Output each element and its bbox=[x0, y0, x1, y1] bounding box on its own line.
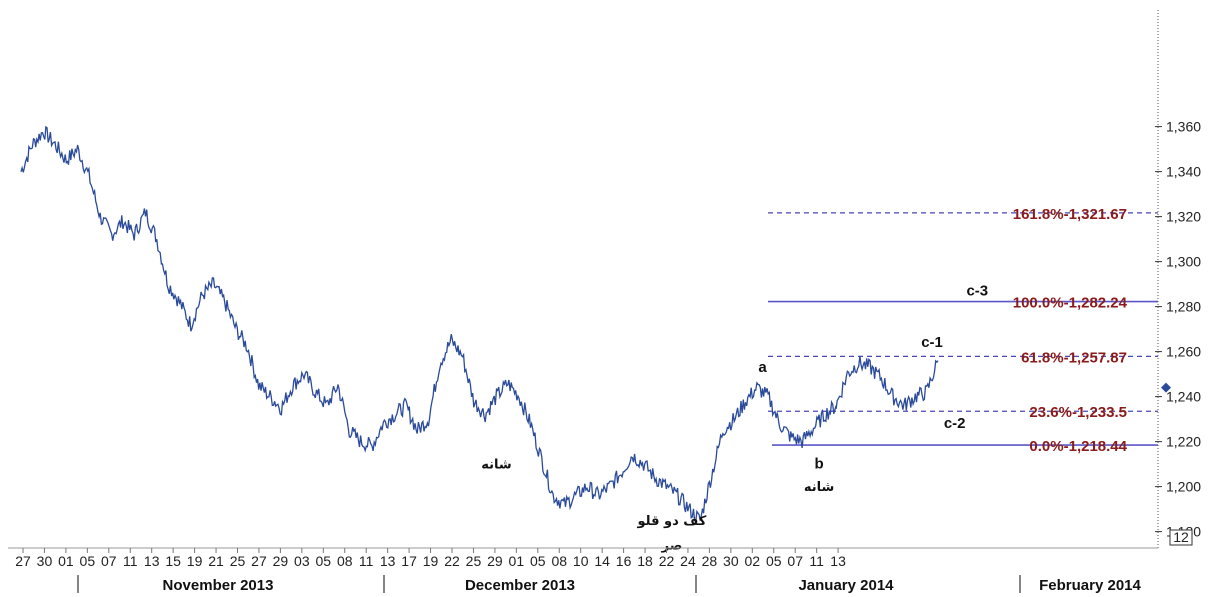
x-tick-label: 07 bbox=[787, 553, 803, 569]
x-tick-label: 28 bbox=[702, 553, 718, 569]
x-tick-label: 27 bbox=[15, 553, 31, 569]
y-tick-label: 1,260 bbox=[1166, 344, 1201, 360]
x-tick-label: 25 bbox=[466, 553, 482, 569]
pattern-note: صر bbox=[661, 539, 683, 554]
x-tick-label: 05 bbox=[530, 553, 546, 569]
pattern-annotations: شانه شانه کف دو قلو صر bbox=[481, 458, 834, 554]
x-tick-label: 08 bbox=[551, 553, 567, 569]
x-tick-label: 19 bbox=[423, 553, 439, 569]
x-tick-label: 29 bbox=[273, 553, 289, 569]
month-label: November 2013 bbox=[163, 577, 274, 594]
fib-label: 161.8%-1,321.67 bbox=[1013, 206, 1127, 223]
fib-label: 61.8%-1,257.87 bbox=[1021, 349, 1127, 366]
x-tick-label: 22 bbox=[444, 553, 460, 569]
y-axis-ticks: 1,1801,2001,2201,2401,2601,2801,3001,320… bbox=[1155, 119, 1201, 540]
pattern-note: کف دو قلو bbox=[637, 514, 707, 529]
y-tick-label: 1,300 bbox=[1166, 254, 1201, 270]
wave-label: b bbox=[815, 456, 824, 473]
x-tick-label: 11 bbox=[123, 553, 138, 569]
month-labels: November 2013 December 2013 January 2014 Fe… bbox=[77, 575, 1142, 594]
x-tick-label: 05 bbox=[766, 553, 782, 569]
pattern-note: شانه bbox=[481, 458, 511, 473]
x-tick-label: 15 bbox=[165, 553, 181, 569]
x-tick-label: 27 bbox=[251, 553, 267, 569]
x-tick-label: 29 bbox=[487, 553, 503, 569]
wave-label: c-3 bbox=[966, 282, 988, 299]
wave-label: c-2 bbox=[944, 415, 966, 432]
x-tick-label: 01 bbox=[58, 553, 74, 569]
x-tick-label: 13 bbox=[144, 553, 160, 569]
x-tick-label: 13 bbox=[380, 553, 396, 569]
x-tick-label: 13 bbox=[830, 553, 846, 569]
x-tick-label: 11 bbox=[359, 553, 374, 569]
x-tick-label: 22 bbox=[659, 553, 675, 569]
y-tick-label: 1,240 bbox=[1166, 389, 1201, 405]
x-tick-label: 08 bbox=[337, 553, 353, 569]
x-tick-label: 24 bbox=[680, 553, 696, 569]
x-tick-label: 16 bbox=[616, 553, 632, 569]
month-label: February 2014 bbox=[1039, 577, 1141, 594]
x-tick-label: 07 bbox=[101, 553, 117, 569]
x-tick-label: 10 bbox=[573, 553, 589, 569]
y-tick-label: 1,220 bbox=[1166, 434, 1201, 450]
wave-label: c-1 bbox=[921, 334, 943, 351]
axis-settings-box[interactable] bbox=[1169, 529, 1193, 546]
x-tick-label: 30 bbox=[723, 553, 739, 569]
price-series bbox=[20, 125, 939, 524]
x-tick-label: 17 bbox=[401, 553, 417, 569]
x-tick-label: 30 bbox=[37, 553, 53, 569]
fib-label: 100.0%-1,282.24 bbox=[1013, 295, 1128, 312]
fib-label: 23.6%-1,233.5 bbox=[1029, 404, 1127, 421]
wave-labels: a b c-1 c-2 c-3 bbox=[758, 282, 988, 472]
wave-label: a bbox=[758, 359, 767, 376]
x-tick-label: 01 bbox=[509, 553, 525, 569]
month-label: December 2013 bbox=[465, 577, 575, 594]
price-line-2 bbox=[835, 355, 939, 411]
x-tick-label: 19 bbox=[187, 553, 203, 569]
x-tick-label: 11 bbox=[809, 553, 824, 569]
price-line-1 bbox=[20, 125, 837, 524]
pattern-note: شانه bbox=[804, 480, 834, 495]
x-tick-label: 02 bbox=[745, 553, 761, 569]
axis-box-label: 12 bbox=[1173, 529, 1189, 545]
x-tick-label: 18 bbox=[637, 553, 653, 569]
fib-label: 0.0%-1,218.44 bbox=[1029, 438, 1127, 455]
x-tick-label: 03 bbox=[294, 553, 310, 569]
y-tick-label: 1,280 bbox=[1166, 299, 1201, 315]
y-tick-label: 1,200 bbox=[1166, 479, 1201, 495]
x-tick-label: 25 bbox=[230, 553, 246, 569]
fib-level-labels: 161.8%-1,321.67 100.0%-1,282.24 61.8%-1,25… bbox=[1013, 206, 1128, 455]
y-tick-label: 1,340 bbox=[1166, 164, 1201, 180]
x-tick-label: 05 bbox=[316, 553, 332, 569]
x-tick-label: 05 bbox=[80, 553, 96, 569]
x-tick-label: 14 bbox=[594, 553, 610, 569]
x-tick-label: 21 bbox=[208, 553, 224, 569]
x-axis-ticks: 27 30 01 05 07 11 13 15 19 21 25 27 29 03 05 08 11 13 17 19… bbox=[15, 548, 846, 569]
y-tick-label: 1,320 bbox=[1166, 209, 1201, 225]
month-label: January 2014 bbox=[798, 577, 894, 594]
y-tick-label: 1,360 bbox=[1166, 119, 1201, 135]
current-price-marker bbox=[1161, 382, 1171, 393]
